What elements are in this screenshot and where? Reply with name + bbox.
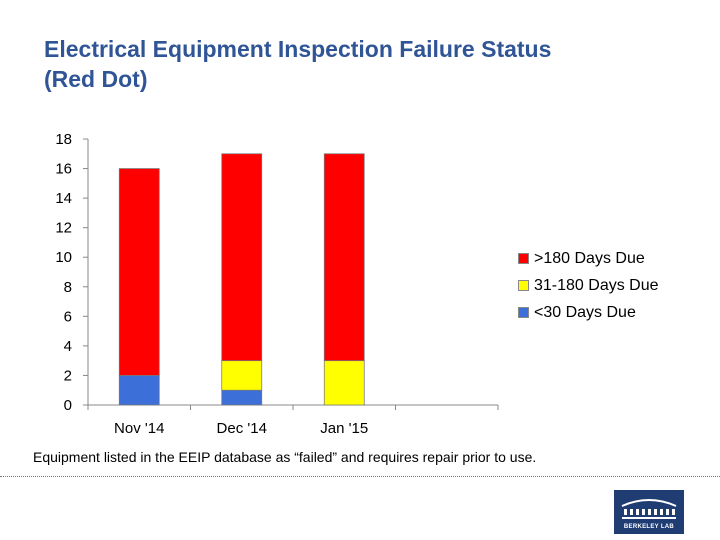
bar-segment-180-days-due: [323, 153, 365, 362]
bars: [118, 153, 365, 406]
legend-label-over-180: >180 Days Due: [534, 249, 645, 267]
y-tick-label: 0: [64, 397, 72, 414]
y-tick-label: 10: [55, 249, 72, 266]
y-tick-label: 14: [55, 190, 72, 207]
bar-segment-31-180-days-due: [221, 360, 263, 391]
y-tick-label: 4: [64, 338, 72, 355]
legend-swatch-over-180: [518, 253, 529, 264]
logo-text: BERKELEY LAB: [623, 524, 675, 530]
y-tick-label: 18: [55, 131, 72, 148]
legend-item-over-180: >180 Days Due: [518, 245, 659, 272]
berkeley-lab-logo: BERKELEY LAB: [614, 490, 684, 534]
legend-swatch-under-30: [518, 307, 529, 318]
x-category-label: Jan '15: [320, 420, 368, 437]
x-category-label: Dec '14: [217, 420, 267, 437]
title-line-2: (Red Dot): [44, 66, 148, 92]
bar-segment-30-days-due: [118, 375, 160, 406]
y-tick-label: 16: [55, 161, 72, 178]
stacked-bar-chart: 0 2 4 6 8 10 12 14 16 18 Nov '14 Dec '14 Jan '15: [55, 131, 499, 437]
footer-divider: [0, 476, 720, 477]
footnote: Equipment listed in the EEIP database as…: [33, 449, 537, 465]
bar-segment-30-days-due: [221, 389, 263, 406]
chart-legend: >180 Days Due 31-180 Days Due <30 Days D…: [518, 245, 659, 326]
bar-segment-31-180-days-due: [323, 360, 365, 406]
bar-segment-180-days-due: [221, 153, 263, 362]
legend-swatch-31-180: [518, 280, 529, 291]
legend-label-31-180: 31-180 Days Due: [534, 276, 659, 294]
lab-building-icon: [621, 499, 677, 519]
legend-item-31-180: 31-180 Days Due: [518, 272, 659, 299]
y-tick-label: 6: [64, 308, 72, 325]
x-axis: Nov '14 Dec '14 Jan '15: [87, 404, 499, 437]
legend-item-under-30: <30 Days Due: [518, 299, 659, 326]
bar-segment-180-days-due: [118, 168, 160, 376]
x-category-label: Nov '14: [114, 420, 164, 437]
y-tick-label: 12: [55, 220, 72, 237]
y-tick-label: 2: [64, 367, 72, 384]
title-line-1: Electrical Equipment Inspection Failure …: [44, 36, 552, 62]
y-axis: 0 2 4 6 8 10 12 14 16 18: [55, 131, 89, 414]
slide-title: Electrical Equipment Inspection Failure …: [44, 34, 704, 94]
y-tick-label: 8: [64, 279, 72, 296]
legend-label-under-30: <30 Days Due: [534, 303, 636, 321]
